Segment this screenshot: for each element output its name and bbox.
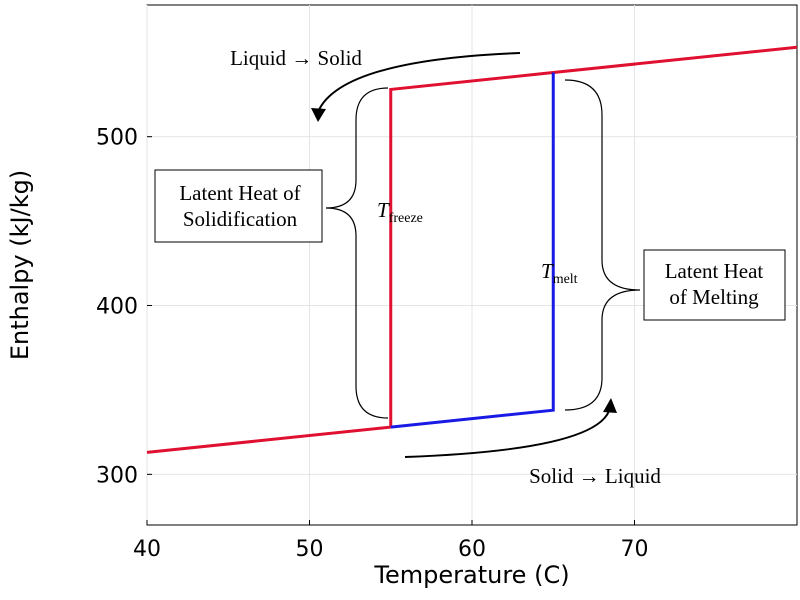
annotation-box bbox=[154, 169, 323, 243]
arrow bbox=[404, 407, 611, 458]
line bbox=[390, 72, 555, 429]
y-tick-label: 400 bbox=[96, 295, 138, 320]
x-tick-label: 40 bbox=[133, 537, 161, 562]
annotation-box bbox=[643, 249, 786, 321]
annotation: Solidification bbox=[183, 207, 298, 231]
annotation: Latent Heat bbox=[665, 259, 764, 283]
annotation: Solid → Liquid bbox=[529, 464, 661, 488]
annotation-text: Liquid → Solid bbox=[230, 46, 362, 70]
line bbox=[146, 45, 798, 454]
x-tick-label: 50 bbox=[296, 537, 324, 562]
annotation-text: Solid → Liquid bbox=[529, 464, 661, 488]
annotation: Liquid → Solid bbox=[230, 46, 362, 70]
brace bbox=[325, 87, 389, 419]
annotation-subscript: melt bbox=[553, 272, 578, 287]
annotation: Tmelt bbox=[541, 259, 578, 287]
annotation-subscript: freeze bbox=[389, 211, 423, 226]
arrowhead bbox=[603, 398, 617, 413]
arrowhead bbox=[311, 108, 326, 122]
annotation: of Melting bbox=[669, 285, 759, 309]
y-axis-label: Enthalpy (kJ/kg) bbox=[6, 170, 34, 360]
y-tick-label: 500 bbox=[96, 126, 138, 151]
annotation-text: T bbox=[541, 259, 554, 283]
x-axis-label: Temperature (C) bbox=[373, 561, 569, 589]
x-tick-label: 60 bbox=[458, 537, 486, 562]
x-tick-label: 70 bbox=[621, 537, 649, 562]
arrow bbox=[317, 52, 521, 113]
y-tick-label: 300 bbox=[96, 463, 138, 488]
annotation: Tfreeze bbox=[377, 198, 423, 226]
annotation-text: T bbox=[377, 198, 390, 222]
annotation: Latent Heat of bbox=[179, 181, 300, 205]
brace bbox=[564, 79, 641, 411]
